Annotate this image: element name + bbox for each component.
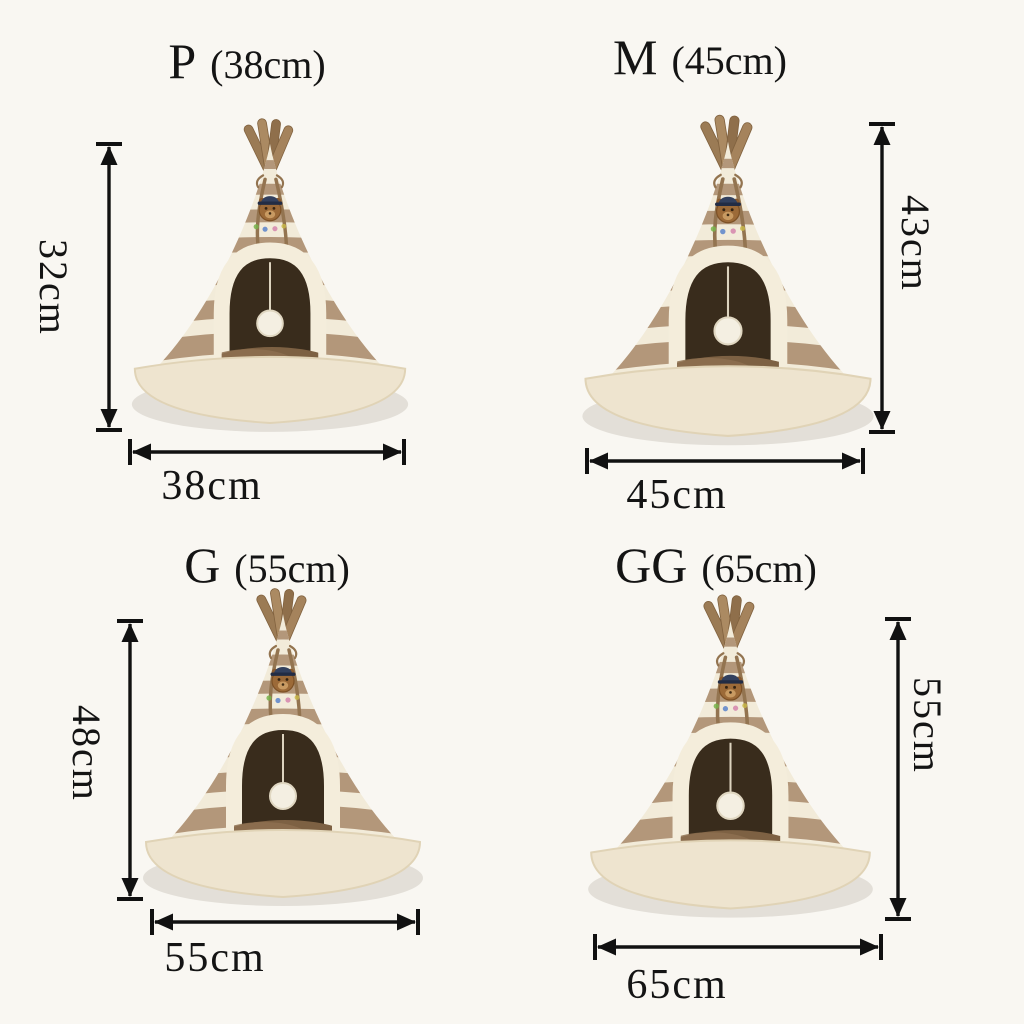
size-title: M (45cm) bbox=[550, 32, 850, 82]
height-dimension-arrow bbox=[885, 617, 911, 921]
width-dimension-arrow bbox=[128, 439, 406, 465]
teepee-bed-photo bbox=[578, 588, 883, 928]
size-code-label: M bbox=[613, 29, 658, 85]
size-panel-gg: GG (65cm) 55cm 65cm bbox=[512, 512, 1024, 1024]
teepee-bed-photo bbox=[122, 112, 418, 442]
size-title: GG (65cm) bbox=[566, 540, 866, 590]
size-panel-m: M (45cm) 43cm 45cm bbox=[512, 0, 1024, 516]
size-panel-g: G (55cm) 48cm 55cm bbox=[0, 512, 512, 1024]
size-title: P (38cm) bbox=[97, 36, 397, 86]
size-dimension-label: (45cm) bbox=[671, 38, 787, 83]
size-code-label: G bbox=[184, 537, 221, 593]
size-title: G (55cm) bbox=[117, 540, 417, 590]
width-value-label: 45cm bbox=[626, 472, 728, 518]
width-dimension-arrow bbox=[150, 909, 420, 935]
size-dimension-label: (65cm) bbox=[701, 546, 817, 591]
height-dimension-arrow bbox=[96, 142, 122, 432]
height-dimension-arrow bbox=[869, 122, 895, 434]
teepee-bed-photo bbox=[572, 108, 884, 456]
size-code-label: GG bbox=[615, 537, 688, 593]
width-value-label: 55cm bbox=[164, 935, 266, 981]
size-panel-p: P (38cm) 32cm 38cm bbox=[0, 0, 512, 512]
height-value-label: 48cm bbox=[64, 704, 109, 802]
height-value-label: 43cm bbox=[893, 194, 938, 292]
size-dimension-label: (55cm) bbox=[234, 546, 350, 591]
width-value-label: 38cm bbox=[161, 463, 263, 509]
height-dimension-arrow bbox=[117, 619, 143, 901]
size-dimension-label: (38cm) bbox=[210, 42, 326, 87]
width-dimension-arrow bbox=[585, 448, 865, 474]
height-value-label: 55cm bbox=[905, 676, 950, 774]
width-dimension-arrow bbox=[593, 934, 883, 960]
width-value-label: 65cm bbox=[626, 962, 728, 1008]
size-code-label: P bbox=[168, 33, 197, 89]
height-value-label: 32cm bbox=[31, 238, 76, 336]
teepee-bed-photo bbox=[133, 582, 433, 916]
